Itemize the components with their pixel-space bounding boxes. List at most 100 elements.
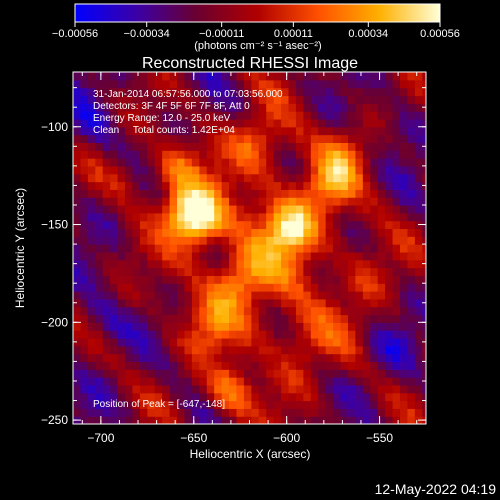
heatmap-cell xyxy=(355,220,364,230)
heatmap-cell xyxy=(318,267,327,276)
heatmap-cell xyxy=(184,236,193,245)
heatmap-cell xyxy=(229,275,238,284)
heatmap-cell xyxy=(281,330,290,339)
heatmap-cell xyxy=(266,283,275,292)
heatmap-cell xyxy=(236,150,245,159)
heatmap-cell xyxy=(243,212,252,222)
heatmap-cell xyxy=(340,103,349,112)
heatmap-cell xyxy=(385,330,394,339)
heatmap-cell xyxy=(125,220,134,230)
heatmap-cell xyxy=(184,204,193,214)
heatmap-cell xyxy=(407,345,416,355)
heatmap-cell xyxy=(295,322,304,331)
heatmap-cell xyxy=(147,330,156,339)
heatmap-cell xyxy=(154,197,163,206)
heatmap-cell xyxy=(191,283,200,292)
heatmap-cell xyxy=(80,204,89,214)
heatmap-cell xyxy=(243,377,252,386)
heatmap-cell xyxy=(414,212,423,222)
heatmap-cell xyxy=(325,345,334,355)
heatmap-cell xyxy=(288,103,297,112)
heatmap-cell xyxy=(377,150,386,159)
heatmap-cell xyxy=(229,173,238,183)
heatmap-cell xyxy=(73,165,82,175)
heatmap-cell xyxy=(221,204,230,214)
heatmap-cell xyxy=(169,95,178,104)
heatmap-cell xyxy=(333,79,342,89)
heatmap-cell xyxy=(154,392,163,402)
heatmap-cell xyxy=(139,283,148,292)
heatmap-cell xyxy=(333,337,342,347)
heatmap-cell xyxy=(273,267,282,276)
heatmap-cell xyxy=(385,158,394,167)
heatmap-cell xyxy=(95,165,104,175)
heatmap-cell xyxy=(377,126,386,136)
heatmap-cell xyxy=(318,95,327,104)
heatmap-cell xyxy=(73,236,82,245)
heatmap-cell xyxy=(362,275,371,284)
x-tick-label: −700 xyxy=(87,431,114,445)
colorbar-unit-label: (photons cm⁻² s⁻¹ asec⁻²) xyxy=(194,40,321,52)
heatmap-cell xyxy=(125,283,134,292)
heatmap-cell xyxy=(206,345,215,355)
heatmap-cell xyxy=(251,150,260,159)
heatmap-cell xyxy=(125,150,134,159)
heatmap-cell xyxy=(377,291,386,300)
heatmap-cell xyxy=(355,244,364,253)
heatmap-cell xyxy=(125,228,134,237)
heatmap-cell xyxy=(110,236,119,245)
heatmap-cell xyxy=(258,204,267,214)
heatmap-cell xyxy=(340,416,349,424)
heatmap-cell xyxy=(73,204,82,214)
heatmap-cell xyxy=(229,204,238,214)
heatmap-cell xyxy=(318,291,327,300)
heatmap-cell xyxy=(117,236,126,245)
heatmap-cell xyxy=(407,204,416,214)
heatmap-cell xyxy=(266,408,275,417)
heatmap-cell xyxy=(177,345,186,355)
heatmap-cell xyxy=(422,267,426,276)
heatmap-cell xyxy=(80,361,89,370)
heatmap-cell xyxy=(370,251,379,261)
heatmap-cell xyxy=(303,322,312,331)
heatmap-cell xyxy=(243,306,252,316)
heatmap-cell xyxy=(295,369,304,378)
heatmap-cell xyxy=(303,369,312,378)
heatmap-cell xyxy=(370,283,379,292)
heatmap-cell xyxy=(139,306,148,316)
heatmap-cell xyxy=(258,392,267,402)
heatmap-cell xyxy=(80,306,89,316)
heatmap-cell xyxy=(229,142,238,151)
heatmap-cell xyxy=(273,158,282,167)
heatmap-cell xyxy=(362,72,371,81)
heatmap-cell xyxy=(266,400,275,409)
heatmap-cell xyxy=(132,322,141,331)
heatmap-cell xyxy=(184,377,193,386)
heatmap-cell xyxy=(243,400,252,409)
heatmap-cell xyxy=(102,408,111,417)
heatmap-cell xyxy=(169,79,178,89)
heatmap-cell xyxy=(310,291,319,300)
heatmap-cell xyxy=(318,181,327,190)
heatmap-cell xyxy=(310,384,319,394)
heatmap-cell xyxy=(355,173,364,183)
heatmap-cell xyxy=(169,416,178,424)
heatmap-cell xyxy=(80,291,89,300)
heatmap-cell xyxy=(370,408,379,417)
heatmap-cell xyxy=(243,134,252,143)
heatmap-cell xyxy=(288,244,297,253)
heatmap-cell xyxy=(266,259,275,269)
heatmap-cell xyxy=(422,361,426,370)
heatmap-cell xyxy=(191,275,200,284)
heatmap-cell xyxy=(377,204,386,214)
heatmap-cell xyxy=(243,291,252,300)
heatmap-cell xyxy=(258,236,267,245)
heatmap-cell xyxy=(355,111,364,120)
heatmap-cell xyxy=(258,345,267,355)
x-tick-label: −550 xyxy=(366,431,393,445)
heatmap-cell xyxy=(147,228,156,237)
heatmap-cell xyxy=(162,220,171,230)
heatmap-cell xyxy=(258,173,267,183)
heatmap-cell xyxy=(147,361,156,370)
heatmap-cell xyxy=(191,400,200,409)
